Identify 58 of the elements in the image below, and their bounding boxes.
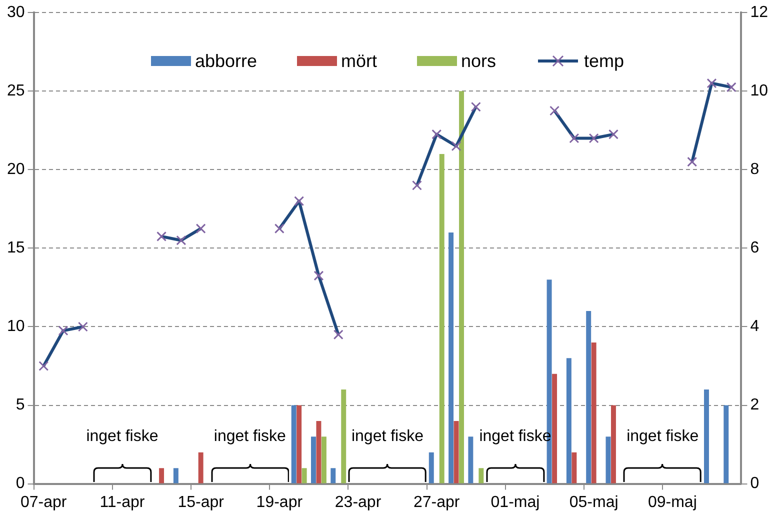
bar — [316, 420, 322, 484]
y-tick-label: 10 — [7, 318, 25, 336]
bar — [566, 358, 572, 484]
bar — [572, 452, 577, 484]
bar — [586, 311, 592, 484]
y-tick-label: 30 — [7, 4, 25, 22]
bar — [610, 405, 616, 484]
bar — [606, 436, 611, 484]
bar — [330, 468, 336, 484]
legend-label: abborre — [194, 50, 257, 72]
annotation: inget fiske — [350, 428, 425, 446]
legend-label: mört — [341, 50, 377, 72]
y2-tick-label: 2 — [750, 396, 760, 414]
x-tick-label: 01-maj — [490, 494, 540, 511]
y-tick-label: 5 — [16, 396, 25, 414]
annotation: inget fiske — [85, 428, 160, 446]
x-tick-label: 07-apr — [20, 494, 68, 511]
bar — [468, 436, 474, 484]
bar — [704, 390, 709, 484]
bar — [591, 342, 596, 484]
x-tick-label: 23-apr — [334, 494, 382, 511]
bar — [310, 436, 316, 484]
bar — [724, 405, 729, 484]
bar — [459, 91, 464, 484]
y2-tick-label: 6 — [750, 240, 760, 257]
x-tick-label: 15-apr — [178, 494, 225, 511]
x-tick-label: 19-apr — [256, 494, 304, 511]
y-tick-label: 20 — [7, 161, 25, 178]
y2-tick-label: 0 — [750, 475, 760, 492]
bar — [428, 452, 434, 484]
x-tick-label: 11-apr — [100, 494, 146, 511]
y-tick-label: 0 — [16, 475, 25, 492]
bar — [478, 468, 484, 484]
bar — [291, 405, 296, 484]
bar — [296, 405, 302, 484]
y2-tick-label: 4 — [750, 318, 760, 336]
annotation: inget fiske — [626, 428, 700, 446]
y-tick-label: 25 — [7, 82, 25, 100]
bar — [173, 468, 178, 484]
x-tick-label: 09-maj — [648, 494, 697, 511]
bar — [198, 452, 204, 484]
x-tick-label: 05-maj — [569, 494, 618, 511]
bar — [448, 232, 454, 484]
bar — [321, 436, 326, 484]
bar — [439, 154, 444, 484]
legend-label: nors — [461, 50, 496, 72]
x-tick-label: 27-apr — [414, 494, 460, 511]
bar — [454, 420, 459, 484]
y2-tick-label: 10 — [750, 82, 768, 100]
annotation: inget fiske — [212, 428, 287, 446]
bar — [159, 468, 164, 484]
y2-tick-label: 12 — [750, 4, 768, 22]
bar — [552, 374, 558, 484]
y2-tick-label: 8 — [750, 161, 760, 178]
bar — [302, 468, 307, 484]
bar — [341, 390, 346, 484]
y-tick-label: 15 — [7, 240, 25, 257]
legend-label: temp — [584, 50, 624, 72]
